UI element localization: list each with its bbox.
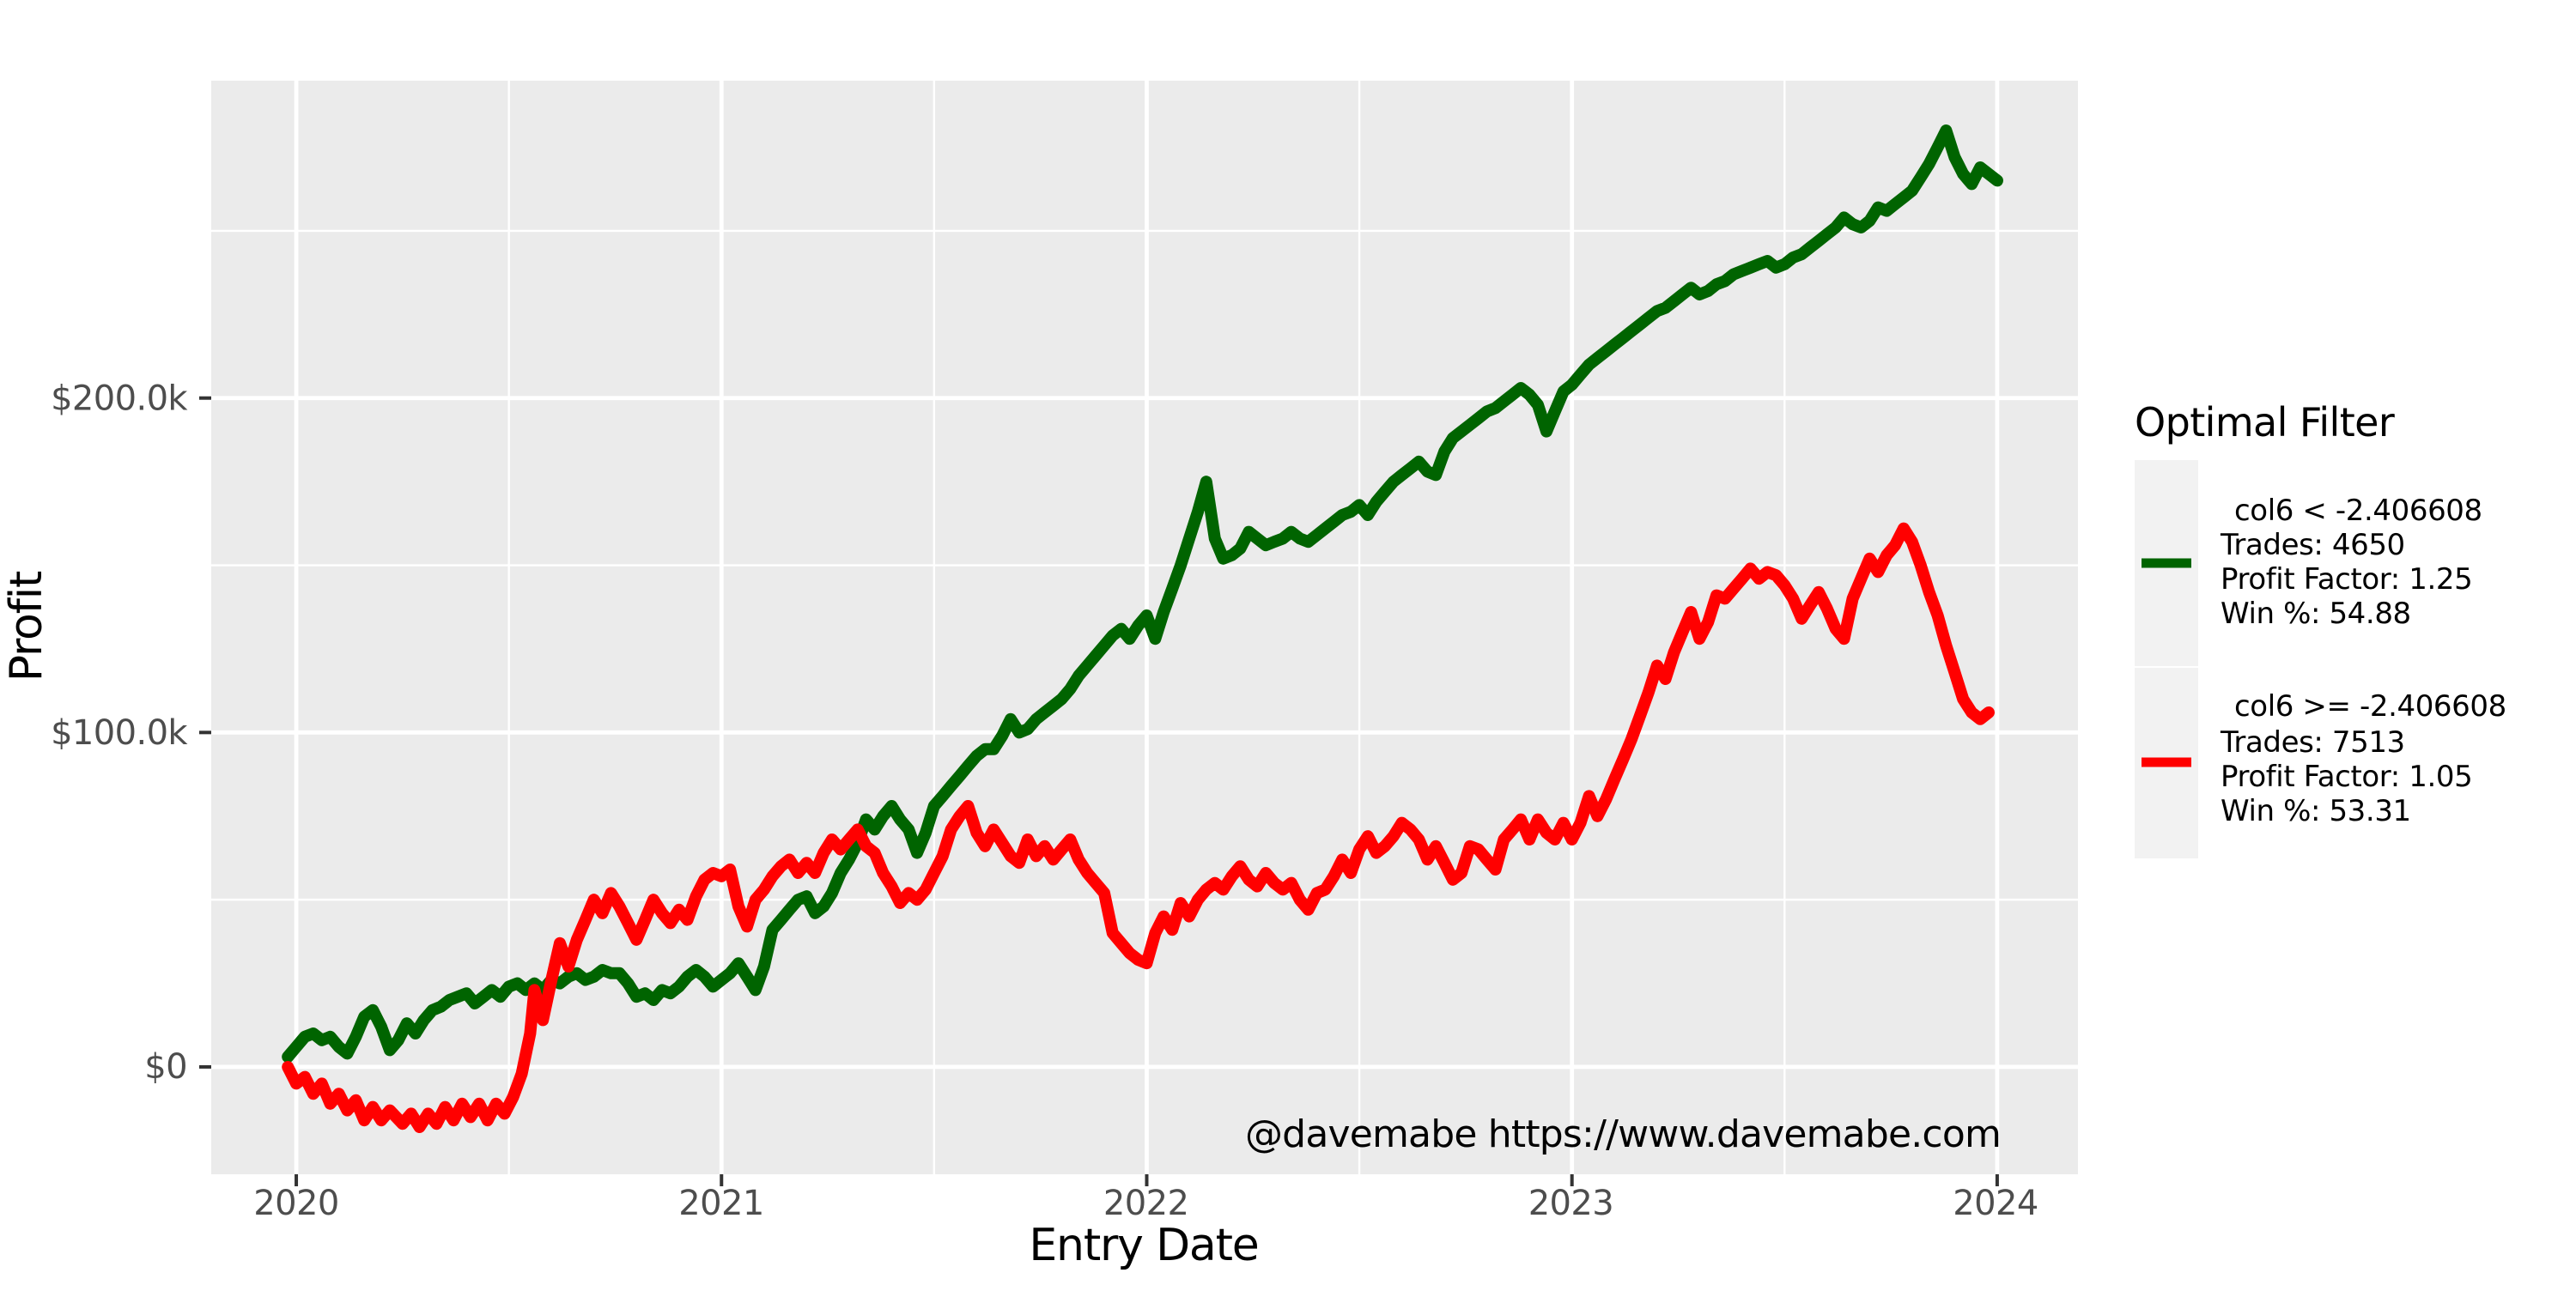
- plot-panel: [211, 81, 2078, 1174]
- legend-entry-red-profit-factor: Profit Factor: 1.05: [2221, 760, 2472, 794]
- x-axis-tick-label-2022: 2022: [1103, 1184, 1188, 1223]
- x-axis-tick-label-2023: 2023: [1528, 1184, 1613, 1223]
- legend-entry-green-trades: Trades: 4650: [2220, 528, 2405, 562]
- legend-title: Optimal Filter: [2135, 399, 2395, 445]
- y-axis-tick-label-100k: $100.0k: [51, 713, 188, 753]
- legend-entry-green-profit-factor: Profit Factor: 1.25: [2221, 562, 2472, 597]
- series-lines: [282, 124, 2003, 1133]
- x-axis-title: Entry Date: [1029, 1220, 1258, 1271]
- series-line-col6-ge-threshold: [282, 522, 1995, 1133]
- x-axis-tick-label-2020: 2020: [253, 1184, 338, 1223]
- legend-entry-red-trades: Trades: 7513: [2220, 725, 2405, 760]
- x-axis-tick-label-2024: 2024: [1953, 1184, 2038, 1223]
- y-axis-title: Profit: [1, 571, 52, 682]
- legend-entry-red-win-pct: Win %: 53.31: [2221, 794, 2411, 828]
- legend-entry-green-win-pct: Win %: 54.88: [2221, 597, 2411, 631]
- gridlines: [211, 81, 2078, 1174]
- y-axis-tick-label-200k: $200.0k: [51, 379, 188, 419]
- watermark-text: @davemabe https://www.davemabe.com: [1245, 1112, 2001, 1156]
- legend-entry-red-condition: col6 >= -2.406608: [2234, 689, 2506, 724]
- legend-entry-red: col6 >= -2.406608 Trades: 7513 Profit Fa…: [2220, 689, 2506, 828]
- legend-entry-green: col6 < -2.406608 Trades: 4650 Profit Fac…: [2220, 494, 2482, 631]
- axis-tick-marks: [199, 396, 1999, 1186]
- y-axis-tick-label-0: $0: [144, 1047, 187, 1087]
- legend: Optimal Filter col6 < -2.406608 Trades: …: [2135, 399, 2506, 858]
- series-line-col6-lt-threshold: [282, 124, 2003, 1064]
- legend-entry-green-condition: col6 < -2.406608: [2234, 494, 2482, 528]
- x-axis-tick-label-2021: 2021: [678, 1184, 763, 1223]
